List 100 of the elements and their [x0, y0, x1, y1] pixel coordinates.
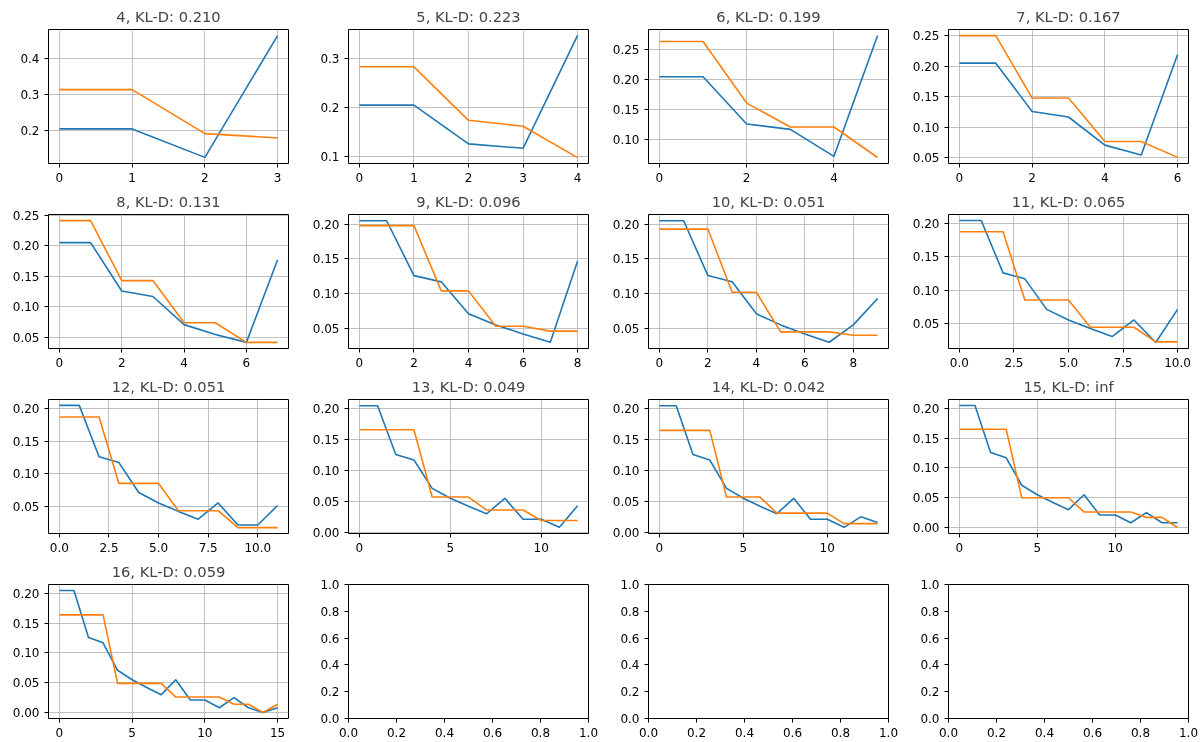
y-tick-label: 0.25 [912, 29, 940, 44]
y-tick-label: 0.15 [12, 434, 40, 449]
x-tick-label: 0 [355, 355, 364, 370]
chart-title: 4, KL-D: 0.210 [116, 7, 221, 25]
x-tick-label: 10.0 [1164, 355, 1191, 370]
x-tick-label: 0.8 [830, 725, 851, 740]
y-tick-label: 0.3 [320, 51, 340, 66]
y-tick-label: 0.10 [912, 283, 940, 298]
y-tick-label: 0.15 [612, 433, 640, 448]
y-tick-label: 0.05 [612, 494, 640, 509]
y-tick-label: 0.20 [912, 217, 940, 232]
y-tick-label: 0.20 [612, 402, 640, 417]
y-tick-label: 0.8 [620, 604, 640, 619]
chart-title: 15, KL-D: inf [1023, 377, 1115, 395]
y-tick-label: 0.25 [612, 43, 640, 58]
x-tick-label: 0.2 [386, 725, 407, 740]
y-tick-label: 0.4 [20, 52, 40, 67]
y-tick-label: 0.15 [612, 252, 640, 267]
y-tick-label: 0.20 [312, 402, 340, 417]
x-tick-label: 0.2 [686, 725, 707, 740]
y-tick-label: 0.0 [320, 712, 340, 726]
y-tick-label: 0.20 [912, 59, 940, 74]
chart-title: 8, KL-D: 0.131 [116, 192, 221, 210]
y-tick-label: 0.0 [620, 712, 640, 726]
chart-title: 12, KL-D: 0.051 [111, 377, 226, 395]
x-tick-label: 0 [355, 170, 364, 185]
x-tick-label: 0 [655, 170, 664, 185]
x-tick-label: 0.2 [986, 725, 1007, 740]
y-tick-label: 0.05 [912, 316, 940, 331]
y-tick-label: 0.10 [612, 464, 640, 479]
chart-title: 14, KL-D: 0.042 [711, 377, 826, 395]
y-tick-label: 0.20 [12, 402, 40, 417]
y-tick-label: 0.25 [12, 208, 40, 223]
x-tick-label: 6 [801, 355, 809, 370]
chart-title: 13, KL-D: 0.049 [411, 377, 526, 395]
x-tick-label: 5 [128, 725, 136, 740]
y-tick-label: 0.05 [912, 151, 940, 166]
x-tick-label: 0 [55, 170, 64, 185]
y-tick-label: 0.2 [20, 124, 40, 139]
y-tick-label: 0.10 [12, 300, 40, 315]
x-tick-label: 4 [464, 355, 473, 370]
y-tick-label: 0.10 [612, 133, 640, 148]
y-tick-label: 0.05 [312, 321, 340, 336]
x-tick-label: 5 [1033, 540, 1042, 555]
x-tick-label: 2 [410, 355, 418, 370]
x-tick-label: 0 [355, 540, 364, 555]
x-tick-label: 0.0 [338, 725, 359, 740]
x-tick-label: 0.0 [938, 725, 959, 740]
y-tick-label: 0.2 [320, 685, 340, 700]
x-tick-label: 0 [655, 355, 664, 370]
y-tick-label: 0.4 [920, 658, 940, 673]
x-tick-label: 6 [242, 355, 251, 370]
x-tick-label: 0.0 [49, 540, 69, 555]
y-tick-label: 0.05 [612, 321, 640, 336]
x-tick-label: 6 [1173, 170, 1182, 185]
y-tick-label: 0.6 [620, 631, 640, 646]
y-tick-label: 0.4 [620, 658, 640, 673]
x-tick-label: 1.0 [878, 725, 899, 740]
y-tick-label: 0.2 [320, 101, 340, 116]
chart-title: 9, KL-D: 0.096 [416, 192, 521, 210]
y-tick-label: 0.6 [320, 631, 340, 646]
y-tick-label: 0.20 [12, 239, 40, 254]
x-tick-label: 2.5 [99, 540, 119, 555]
y-tick-label: 0.20 [612, 73, 640, 88]
y-tick-label: 0.05 [12, 330, 40, 345]
x-tick-label: 0.0 [949, 355, 969, 370]
x-tick-label: 4 [573, 170, 582, 185]
x-tick-label: 0.8 [1130, 725, 1151, 740]
y-tick-label: 1.0 [620, 578, 640, 592]
x-tick-label: 7.5 [198, 540, 218, 555]
x-tick-label: 0.8 [530, 725, 551, 740]
y-tick-label: 0.8 [920, 604, 940, 619]
y-tick-label: 0.15 [12, 269, 40, 284]
x-tick-label: 0 [955, 540, 964, 555]
x-tick-label: 2 [742, 170, 751, 185]
y-tick-label: 0.2 [920, 685, 940, 700]
y-tick-label: 0.8 [320, 604, 340, 619]
x-tick-label: 8 [849, 355, 858, 370]
y-tick-label: 0.15 [312, 252, 340, 267]
y-tick-label: 0.10 [912, 120, 940, 135]
y-tick-label: 0.05 [12, 676, 40, 691]
y-tick-label: 0.00 [312, 525, 340, 540]
y-tick-label: 0.15 [312, 433, 340, 448]
y-tick-label: 0.20 [12, 586, 40, 601]
chart-title: 7, KL-D: 0.167 [1016, 7, 1121, 25]
chart-title: 10, KL-D: 0.051 [711, 192, 826, 210]
y-tick-label: 1.0 [320, 578, 340, 592]
x-tick-label: 2 [117, 355, 126, 370]
x-tick-label: 2 [201, 170, 209, 185]
y-tick-label: 0.20 [312, 217, 340, 232]
y-tick-label: 0.05 [312, 494, 340, 509]
x-tick-label: 4 [180, 355, 188, 370]
x-tick-label: 1 [410, 170, 418, 185]
y-tick-label: 0.00 [612, 525, 640, 540]
x-tick-label: 3 [273, 170, 282, 185]
y-tick-label: 0.3 [20, 88, 40, 103]
chart-title: 6, KL-D: 0.199 [716, 7, 821, 25]
x-tick-label: 10.0 [244, 540, 272, 555]
y-tick-label: 0.00 [912, 521, 940, 536]
x-tick-label: 4 [752, 355, 761, 370]
